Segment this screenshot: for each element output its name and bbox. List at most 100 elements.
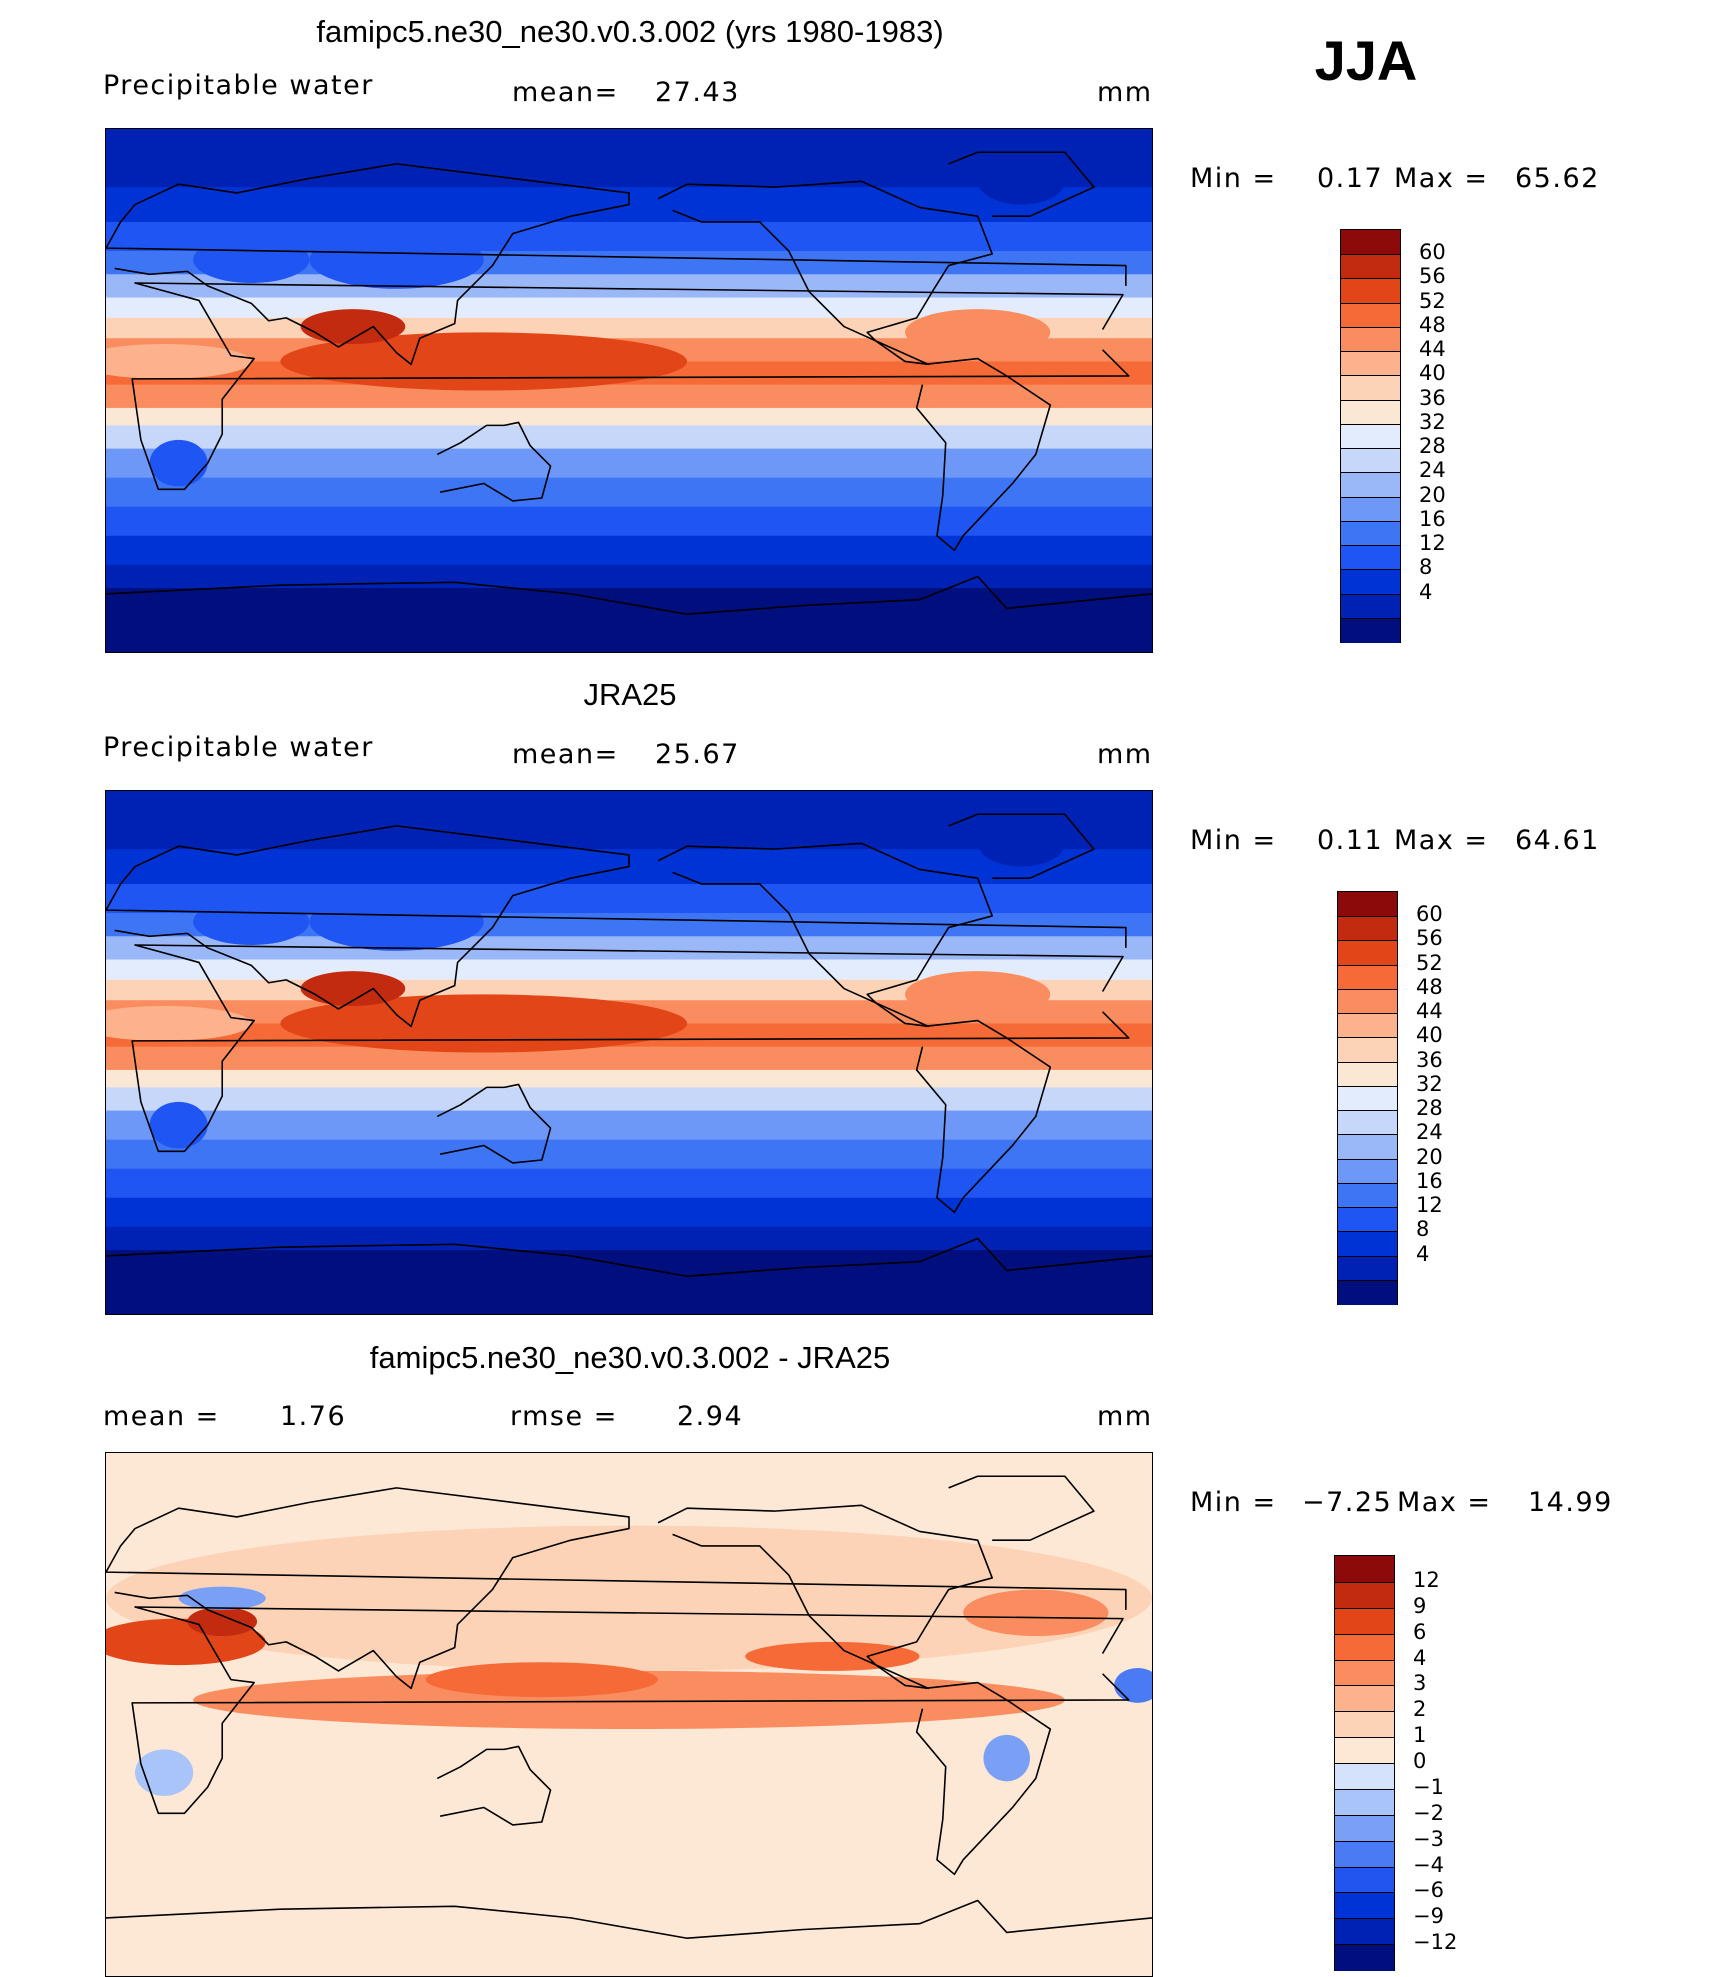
colorbar-segment xyxy=(1341,448,1400,474)
colorbar-segment xyxy=(1341,569,1400,595)
colorbar-tick-label: 4 xyxy=(1413,1645,1427,1670)
contour-feature xyxy=(309,892,484,951)
panel3-mean-value: 1.76 xyxy=(280,1401,347,1432)
panel3-map xyxy=(105,1452,1153,1977)
panel2-units: mm xyxy=(1097,739,1153,770)
panel2-max-label: Max = xyxy=(1394,825,1489,856)
panel2-mean-value: 25.67 xyxy=(655,739,740,770)
coastline xyxy=(948,1475,1095,1541)
colorbar-segment xyxy=(1341,230,1400,255)
panel2-min-label: Min = xyxy=(1190,825,1277,856)
panel3-min-label: Min = xyxy=(1190,1487,1277,1518)
contour-band xyxy=(106,1250,1152,1314)
colorbar-segment xyxy=(1338,1207,1397,1233)
colorbar-tick-label: 36 xyxy=(1419,385,1446,410)
coastline xyxy=(948,151,1095,217)
coastline xyxy=(106,825,1127,1028)
colorbar-tick-label: −6 xyxy=(1413,1878,1444,1903)
colorbar-segment xyxy=(1335,1581,1394,1609)
coastline xyxy=(436,1083,552,1164)
colorbar-tick-label: −3 xyxy=(1413,1826,1444,1851)
colorbar-tick-label: 28 xyxy=(1416,1096,1443,1121)
panel1-min-label: Min = xyxy=(1190,163,1277,194)
colorbar-segment xyxy=(1335,1788,1394,1816)
contour-band xyxy=(106,1110,1152,1141)
contour-band xyxy=(106,1168,1152,1199)
panel1-min-value: 0.17 xyxy=(1317,163,1384,194)
contour-band xyxy=(106,506,1152,537)
colorbar-segment xyxy=(1338,1182,1397,1209)
panel2-variable: Precipitable water xyxy=(103,732,374,763)
colorbar-tick-label: 60 xyxy=(1419,240,1446,265)
colorbar-tick-label: 12 xyxy=(1416,1193,1443,1218)
contour-feature xyxy=(425,1662,659,1698)
panel2-mean-label: mean= xyxy=(512,739,619,770)
coastline xyxy=(106,1899,1152,1940)
panel2-colorbar xyxy=(1337,891,1398,1305)
colorbar-tick-label: 2 xyxy=(1413,1697,1427,1722)
contour-feature xyxy=(963,1589,1109,1637)
panel2-title: JRA25 xyxy=(583,677,677,712)
panel3-max-label: Max = xyxy=(1397,1487,1492,1518)
coastline xyxy=(915,357,1052,552)
colorbar-segment xyxy=(1338,1158,1397,1184)
contour-feature xyxy=(193,236,310,283)
colorbar-tick-label: 6 xyxy=(1413,1619,1427,1644)
season-label: JJA xyxy=(1314,29,1418,92)
colorbar-tick-label: 3 xyxy=(1413,1671,1427,1696)
colorbar-segment xyxy=(1341,302,1400,328)
colorbar-tick-label: 52 xyxy=(1416,950,1443,975)
colorbar-segment xyxy=(1338,1085,1397,1112)
colorbar-segment xyxy=(1338,892,1397,917)
colorbar-segment xyxy=(1341,545,1400,571)
contour-band xyxy=(106,407,1152,427)
contour-band xyxy=(106,384,1152,409)
colorbar-segment xyxy=(1338,1255,1397,1281)
colorbar-segment xyxy=(1341,593,1400,619)
contour-feature xyxy=(193,898,310,945)
colorbar-segment xyxy=(1341,278,1400,304)
colorbar-segment xyxy=(1335,1840,1394,1868)
colorbar-tick-label: 20 xyxy=(1419,482,1446,507)
panel3-rmse-label: rmse = xyxy=(510,1401,618,1432)
colorbar-tick-label: 32 xyxy=(1419,409,1446,434)
contour-band xyxy=(106,535,1152,566)
colorbar-tick-label: 0 xyxy=(1413,1749,1427,1773)
colorbar-tick-label: 28 xyxy=(1419,434,1446,459)
contour-band xyxy=(106,425,1152,450)
colorbar-segment xyxy=(1338,1037,1397,1063)
panel1-max-label: Max = xyxy=(1394,163,1489,194)
coastline xyxy=(131,282,1130,491)
contour-band xyxy=(106,129,1152,189)
contour-feature xyxy=(309,230,484,289)
contour-feature xyxy=(106,1525,1152,1671)
colorbar-segment xyxy=(1341,375,1400,401)
colorbar-segment xyxy=(1341,496,1400,522)
colorbar-segment xyxy=(1338,1013,1397,1039)
panel1-units: mm xyxy=(1097,77,1153,108)
colorbar-tick-label: 32 xyxy=(1416,1071,1443,1096)
panel3-min-value: −7.25 xyxy=(1302,1487,1393,1518)
panel3-mean-label: mean = xyxy=(103,1401,220,1432)
panel1-colorbar xyxy=(1340,229,1401,643)
colorbar-segment xyxy=(1335,1633,1394,1661)
colorbar-segment xyxy=(1335,1763,1394,1790)
colorbar-tick-label: 48 xyxy=(1419,312,1446,337)
colorbar-segment xyxy=(1341,617,1400,643)
colorbar-tick-label: 20 xyxy=(1416,1144,1443,1169)
contour-feature xyxy=(745,1641,920,1671)
contour-band xyxy=(106,588,1152,652)
contour-feature xyxy=(300,309,406,345)
colorbar-tick-label: −4 xyxy=(1413,1852,1444,1877)
colorbar-segment xyxy=(1335,1814,1394,1842)
panel2-map xyxy=(105,790,1153,1315)
colorbar-segment xyxy=(1338,988,1397,1015)
colorbar-segment xyxy=(1338,1110,1397,1136)
colorbar-tick-label: 40 xyxy=(1419,361,1446,386)
panel1-title: famipc5.ne30_ne30.v0.3.002 (yrs 1980-198… xyxy=(316,14,944,49)
colorbar-tick-label: 44 xyxy=(1416,999,1443,1024)
colorbar-segment xyxy=(1335,1556,1394,1582)
colorbar-segment xyxy=(1335,1737,1394,1764)
map-canvas xyxy=(106,791,1152,1314)
colorbar-tick-label: 40 xyxy=(1416,1023,1443,1048)
